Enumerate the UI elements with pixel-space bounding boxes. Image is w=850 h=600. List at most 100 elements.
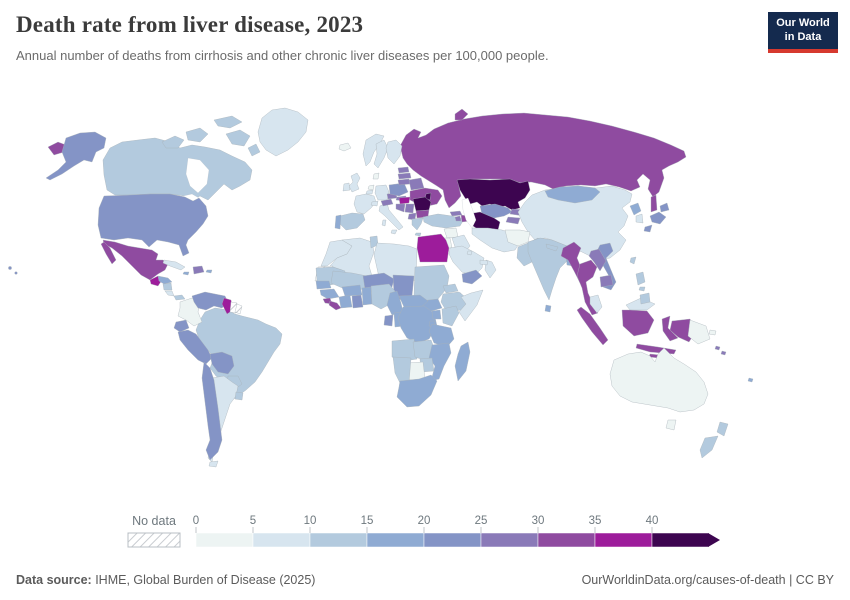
- country-south-africa[interactable]: [396, 374, 438, 408]
- country-italy-sicily[interactable]: [390, 229, 398, 235]
- country-germany[interactable]: [374, 184, 390, 201]
- country-liberia[interactable]: [328, 300, 342, 311]
- country-oman[interactable]: [484, 259, 497, 279]
- country-italy-sardinia[interactable]: [381, 219, 387, 227]
- country-hungary[interactable]: [398, 196, 411, 205]
- country-car[interactable]: [398, 294, 429, 310]
- country-costa-rica[interactable]: [164, 290, 175, 297]
- country-russia-novaya-zemlya[interactable]: [454, 108, 469, 121]
- legend-bin-30–35[interactable]: [537, 532, 596, 548]
- country-serbia[interactable]: [404, 203, 415, 214]
- country-ecuador[interactable]: [173, 319, 190, 333]
- country-egypt[interactable]: [416, 233, 450, 263]
- country-honduras[interactable]: [157, 275, 173, 285]
- country-uae[interactable]: [479, 259, 489, 266]
- country-philippines-luzon[interactable]: [635, 271, 646, 286]
- country-russia-sakhalin[interactable]: [650, 194, 658, 213]
- country-ghana[interactable]: [351, 294, 364, 309]
- country-australia[interactable]: [609, 347, 709, 413]
- country-new-zealand-south[interactable]: [699, 435, 719, 459]
- country-hispaniola[interactable]: [192, 265, 205, 275]
- country-cambodia[interactable]: [599, 274, 614, 288]
- country-japan-hokkaido[interactable]: [659, 202, 670, 213]
- country-norway[interactable]: [362, 133, 385, 167]
- country-cuba[interactable]: [162, 259, 186, 271]
- owid-link[interactable]: OurWorldinData.org/causes-of-death | CC …: [581, 573, 834, 587]
- country-usa-hawaii-2[interactable]: [14, 271, 18, 275]
- country-tajikistan[interactable]: [505, 216, 521, 225]
- country-madagascar[interactable]: [454, 341, 471, 382]
- country-italy[interactable]: [378, 202, 404, 231]
- country-canada[interactable]: [102, 137, 253, 201]
- country-greenland[interactable]: [257, 107, 309, 157]
- country-new-zealand-north[interactable]: [716, 421, 729, 437]
- country-canada-island-2[interactable]: [185, 127, 209, 143]
- country-denmark[interactable]: [372, 172, 380, 180]
- country-greece[interactable]: [411, 217, 424, 231]
- country-north-korea[interactable]: [629, 202, 642, 216]
- country-tanzania[interactable]: [428, 323, 455, 348]
- country-eritrea[interactable]: [442, 283, 459, 294]
- country-tierra-del-fuego[interactable]: [208, 460, 219, 468]
- country-philippines-mindanao[interactable]: [639, 292, 651, 305]
- country-kazakhstan[interactable]: [456, 178, 531, 211]
- country-kenya[interactable]: [441, 305, 460, 327]
- country-philippines-visayas[interactable]: [638, 286, 646, 292]
- country-estonia[interactable]: [397, 166, 410, 174]
- country-kuwait[interactable]: [466, 250, 473, 256]
- country-syria[interactable]: [443, 227, 459, 239]
- country-papua-new-guinea[interactable]: [687, 319, 711, 345]
- country-usa[interactable]: [97, 193, 209, 257]
- country-gabon[interactable]: [383, 314, 394, 327]
- country-solomon-2[interactable]: [720, 350, 727, 356]
- country-turkey[interactable]: [422, 213, 465, 229]
- country-uganda[interactable]: [431, 309, 442, 320]
- country-armenia[interactable]: [454, 215, 462, 222]
- country-burkina-faso[interactable]: [341, 284, 363, 297]
- country-australia-tasmania[interactable]: [665, 419, 677, 431]
- country-fiji[interactable]: [747, 377, 754, 383]
- country-somalia[interactable]: [458, 289, 484, 322]
- legend-bin-15–20[interactable]: [366, 532, 425, 548]
- legend-bin-40+[interactable]: [651, 532, 710, 548]
- country-bolivia[interactable]: [209, 351, 235, 375]
- country-russia[interactable]: [399, 112, 687, 209]
- country-sweden[interactable]: [373, 139, 389, 169]
- country-solomon-1[interactable]: [714, 345, 721, 351]
- legend-bin-5–10[interactable]: [252, 532, 311, 548]
- country-latvia[interactable]: [397, 172, 412, 180]
- country-venezuela[interactable]: [191, 291, 229, 311]
- country-indonesia-kalimantan[interactable]: [621, 309, 655, 337]
- country-south-korea[interactable]: [635, 213, 644, 224]
- country-senegal[interactable]: [315, 280, 332, 290]
- country-japan-kyushu[interactable]: [643, 224, 653, 233]
- country-georgia[interactable]: [449, 210, 463, 217]
- country-france[interactable]: [353, 193, 377, 215]
- country-png-new-britain[interactable]: [708, 329, 717, 336]
- country-chile[interactable]: [201, 361, 223, 461]
- country-spain[interactable]: [338, 212, 366, 231]
- country-japan-honshu[interactable]: [649, 211, 667, 225]
- legend-bin-25–30[interactable]: [480, 532, 539, 548]
- country-mexico-baja[interactable]: [100, 241, 117, 265]
- country-greece-crete[interactable]: [414, 232, 422, 237]
- country-cote-divoire[interactable]: [338, 294, 353, 309]
- country-canada-island-3[interactable]: [213, 115, 243, 129]
- country-sri-lanka[interactable]: [544, 304, 552, 313]
- country-mexico[interactable]: [102, 239, 169, 281]
- country-belgium[interactable]: [365, 189, 374, 195]
- country-croatia-bosnia[interactable]: [395, 203, 406, 213]
- country-ireland[interactable]: [342, 182, 351, 192]
- country-canada-island-1[interactable]: [161, 135, 185, 149]
- country-belarus[interactable]: [408, 177, 425, 191]
- country-uk[interactable]: [348, 172, 361, 193]
- country-mongolia[interactable]: [544, 185, 601, 204]
- country-iceland[interactable]: [338, 142, 352, 152]
- country-usa-alaska[interactable]: [45, 131, 107, 181]
- legend-bin-20–25[interactable]: [423, 532, 482, 548]
- country-saudi-arabia[interactable]: [448, 245, 485, 277]
- country-romania[interactable]: [412, 196, 432, 212]
- country-lithuania[interactable]: [397, 178, 411, 186]
- country-poland[interactable]: [388, 182, 409, 197]
- country-canada-island-5[interactable]: [247, 143, 261, 157]
